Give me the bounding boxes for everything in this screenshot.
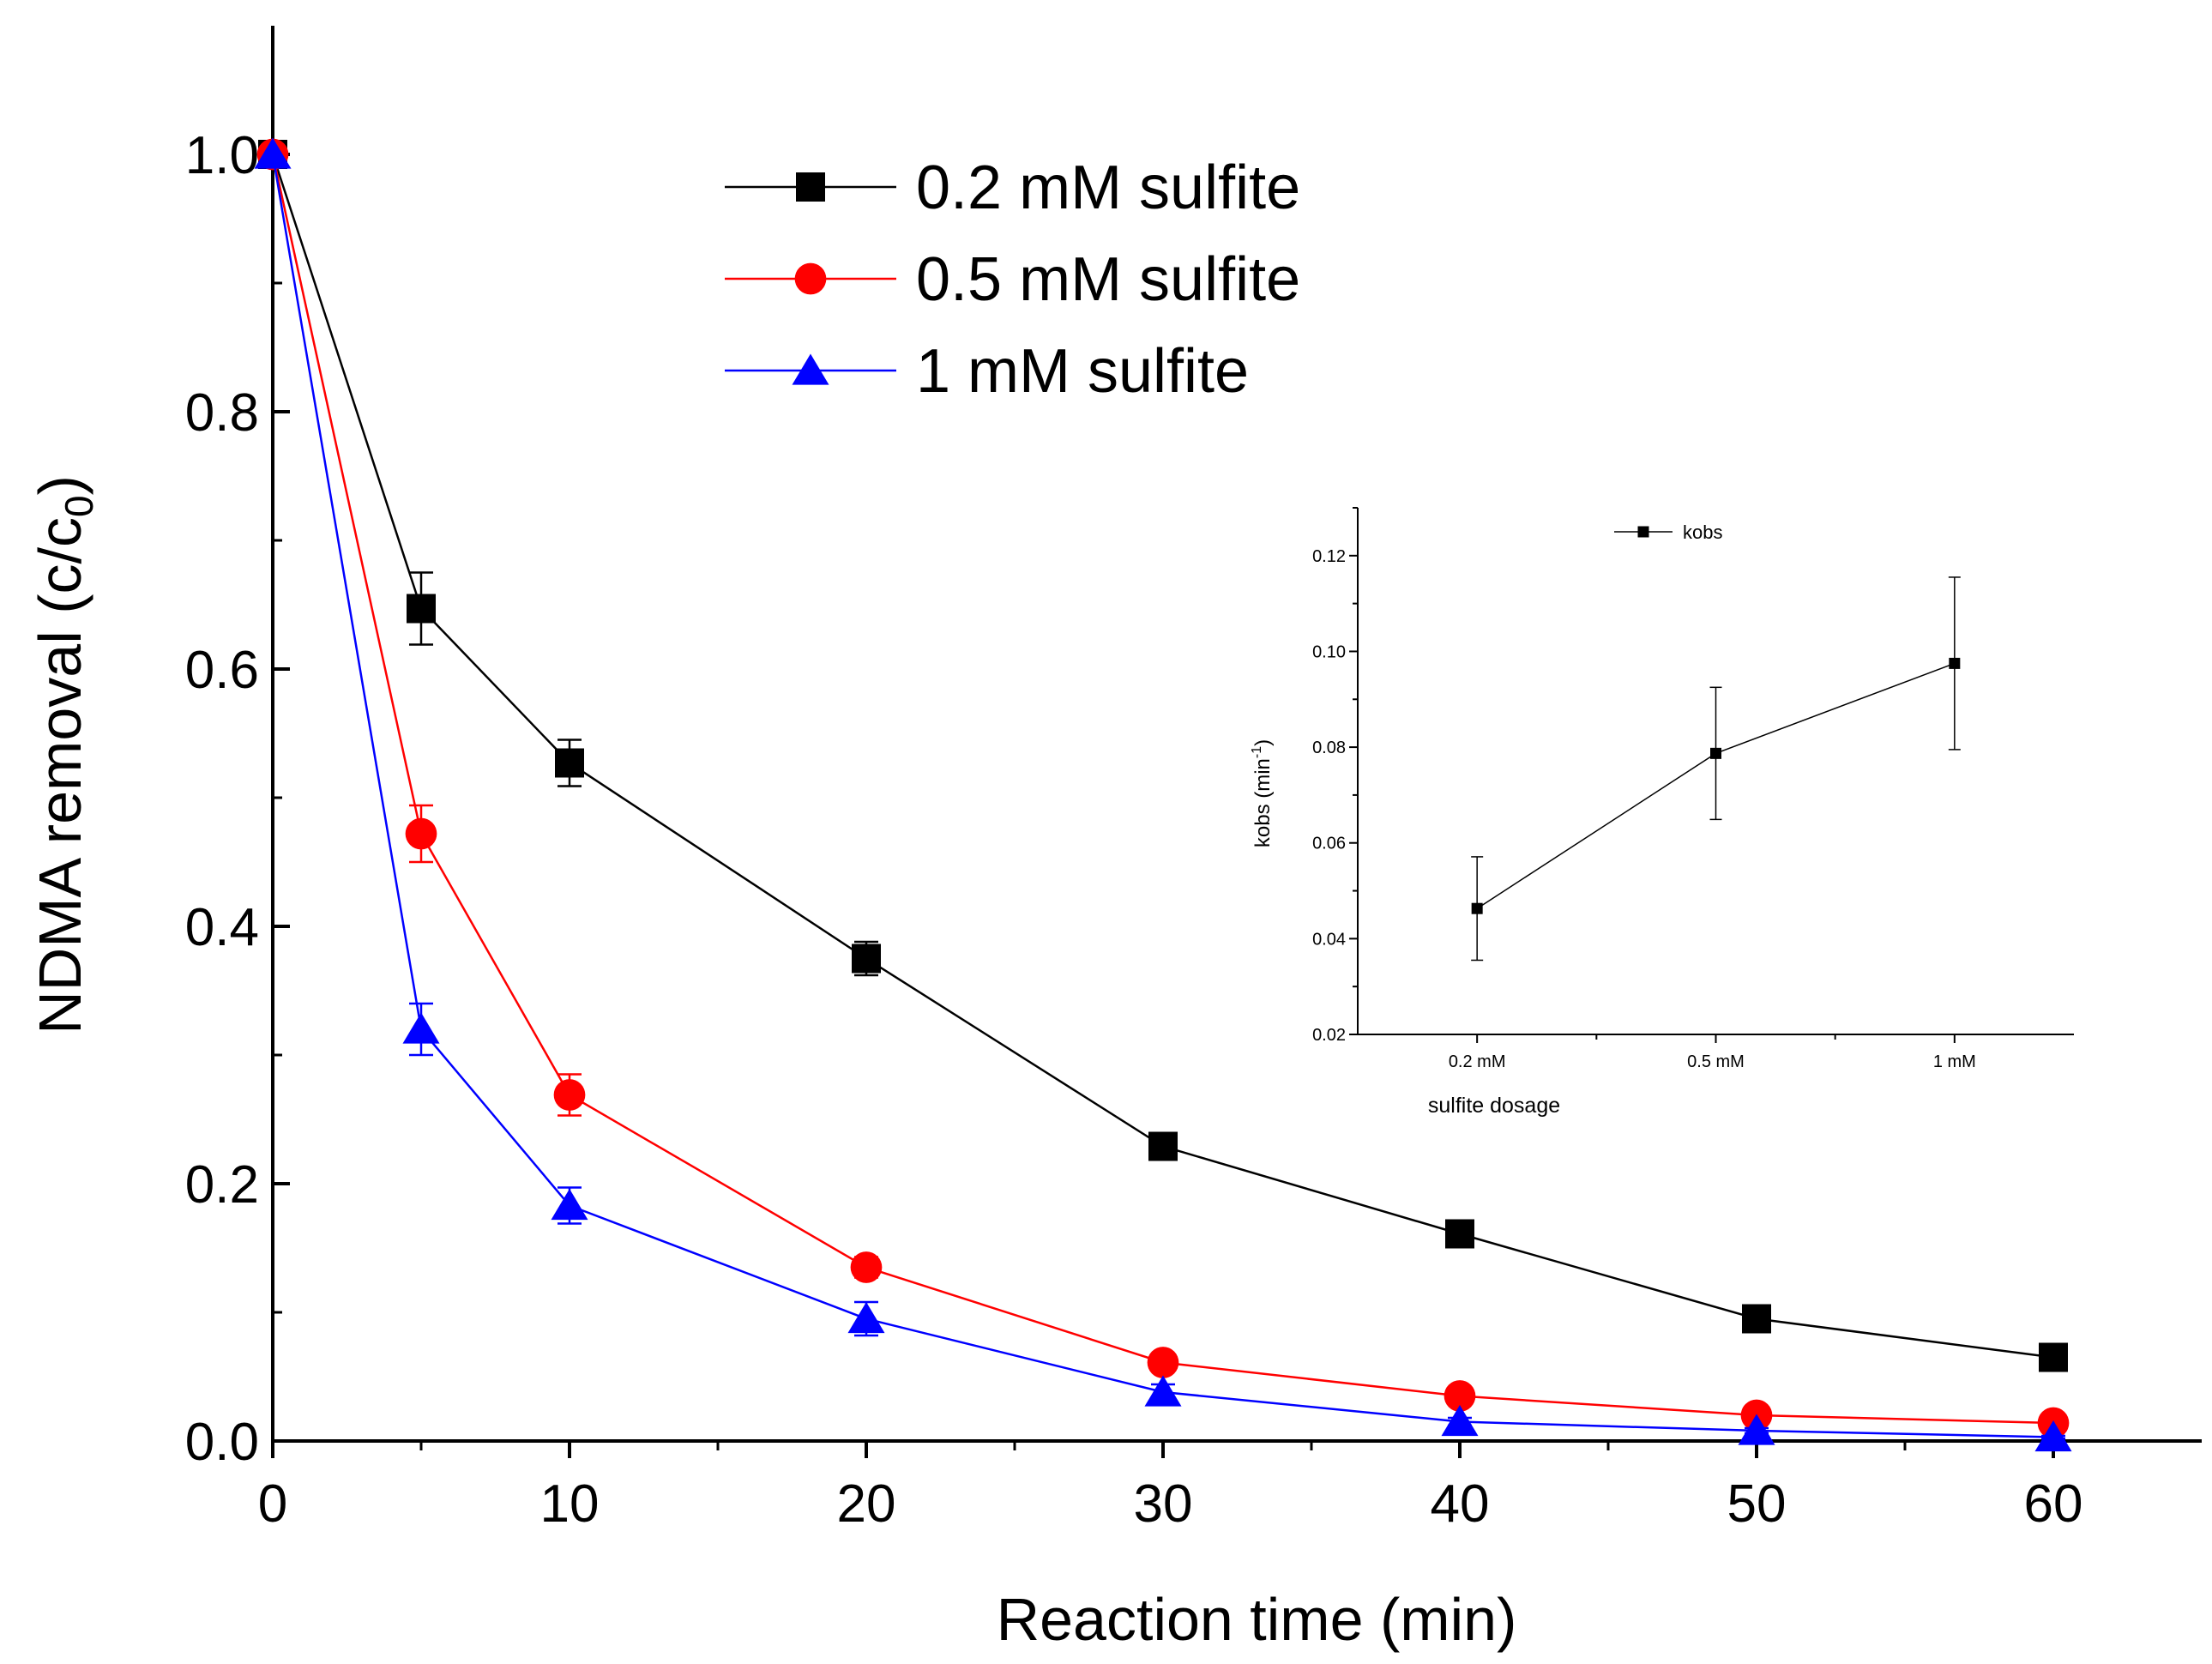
- inset-legend-label: kobs: [1683, 522, 1722, 543]
- inset-legend: kobs: [1614, 522, 1722, 543]
- inset-x-tick-label: 1 mM: [1933, 1052, 1976, 1071]
- y-tick-label: 0.6: [185, 641, 259, 700]
- data-point: [405, 817, 437, 850]
- legend-label: 0.5 mM sulfite: [916, 245, 1300, 314]
- y-axis-label-subscript: 0: [57, 495, 101, 517]
- data-point: [847, 1301, 885, 1334]
- inset-y-axis-label-close: ): [1251, 739, 1275, 746]
- y-tick-label: 0.8: [185, 383, 259, 443]
- legend-label: 0.2 mM sulfite: [916, 154, 1300, 222]
- data-point: [254, 137, 292, 169]
- series-1: [258, 140, 2068, 1372]
- inset-y-axis-label: kobs (min-1): [1250, 739, 1275, 847]
- x-tick-label: 50: [1727, 1474, 1787, 1534]
- inset-y-tick-label: 0.04: [1312, 930, 1346, 949]
- legend-marker: [794, 262, 827, 295]
- x-tick-label: 60: [2024, 1474, 2083, 1534]
- data-point: [1444, 1380, 1476, 1412]
- x-tick-label: 40: [1431, 1474, 1490, 1534]
- series-line: [271, 154, 2054, 1359]
- y-tick-label: 0.0: [185, 1413, 259, 1472]
- main-legend: 0.2 mM sulfite 0.5 mM sulfite 1 mM sulfite: [725, 154, 1300, 406]
- inset-data-point: [1949, 657, 1961, 669]
- legend-label: 1 mM sulfite: [916, 337, 1249, 406]
- main-axes: [271, 26, 2202, 1443]
- data-point: [551, 1188, 588, 1221]
- x-tick-label: 0: [258, 1474, 287, 1534]
- legend-marker: [796, 172, 825, 202]
- series-line: [271, 154, 2054, 1438]
- data-point: [553, 1079, 586, 1111]
- data-point: [850, 1251, 883, 1283]
- data-point: [1147, 1347, 1179, 1378]
- data-point: [2039, 1342, 2068, 1372]
- inset-y-tick-label: 0.12: [1312, 547, 1346, 566]
- data-point: [1148, 1131, 1178, 1161]
- inset-x-axis-label: sulfite dosage: [1428, 1094, 1560, 1118]
- main-ticks: 0 10 20 30 40 50 60 0.0 0.2 0.4 0.6 0.8 1.0: [185, 126, 2083, 1534]
- main-series: [254, 137, 2072, 1452]
- y-tick-label: 0.4: [185, 898, 259, 957]
- inset-x-tick-label: 0.5 mM: [1687, 1052, 1745, 1071]
- data-point: [1445, 1219, 1474, 1249]
- x-axis-label: Reaction time (min): [997, 1586, 1517, 1653]
- data-point: [1144, 1375, 1182, 1407]
- x-tick-label: 20: [837, 1474, 896, 1534]
- y-axis-label-close: ): [27, 475, 93, 495]
- inset-y-tick-label: 0.08: [1312, 739, 1346, 757]
- inset-series-1: [1471, 576, 1961, 962]
- inset-ticks: 0.2 mM 0.5 mM 1 mM 0.02 0.04 0.06 0.08 0.10 0.12: [1312, 507, 1976, 1071]
- data-point: [852, 944, 881, 974]
- data-point: [402, 1012, 440, 1044]
- series-line: [271, 154, 2054, 1425]
- x-tick-label: 30: [1134, 1474, 1193, 1534]
- data-point: [555, 748, 584, 778]
- data-point: [2034, 1420, 2072, 1452]
- inset-y-tick-label: 0.10: [1312, 642, 1346, 661]
- data-point: [1441, 1404, 1479, 1437]
- data-point: [407, 594, 436, 624]
- y-axis-label: NDMA removal (c/c0): [27, 475, 101, 1034]
- inset-y-tick-label: 0.06: [1312, 835, 1346, 853]
- inset-y-tick-label: 0.02: [1312, 1026, 1346, 1045]
- inset-data-point: [1710, 747, 1721, 759]
- inset-series: [1471, 576, 1961, 962]
- legend-marker: [792, 353, 829, 385]
- y-axis-label-main: NDMA removal (c/c: [27, 517, 93, 1034]
- inset-y-axis-label-main: kobs (min: [1251, 758, 1275, 847]
- data-point: [1742, 1304, 1771, 1334]
- data-point: [1738, 1414, 1775, 1445]
- y-tick-label: 0.2: [185, 1155, 259, 1215]
- inset-x-tick-label: 0.2 mM: [1449, 1052, 1506, 1071]
- y-tick-label: 1.0: [185, 126, 259, 185]
- x-tick-label: 10: [540, 1474, 600, 1534]
- series-2: [256, 138, 2070, 1439]
- inset-data-point: [1471, 902, 1483, 914]
- inset-y-axis-label-superscript: -1: [1250, 746, 1264, 758]
- inset-legend-marker: [1637, 526, 1649, 538]
- series-3: [254, 137, 2072, 1452]
